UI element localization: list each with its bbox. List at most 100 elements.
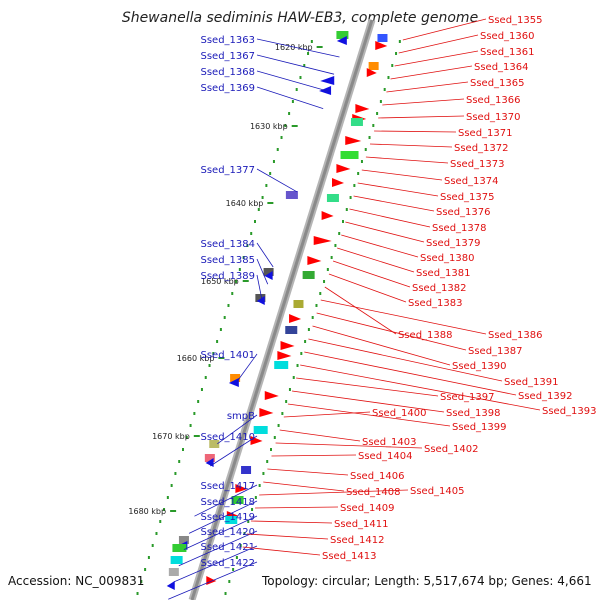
tick-dot-right [266,460,269,463]
genome-title: Shewanella sediminis HAW-EB3, complete g… [121,10,479,26]
tick-dot-left [299,76,302,79]
right-leader-line [275,442,423,449]
forward-gene-arrow [264,391,279,400]
right-leader-line [283,411,371,418]
left-gene-label: Ssed_1418 [200,497,255,508]
right-gene-label: Ssed_1381 [416,268,471,279]
tick-dot-left [208,364,211,367]
right-leader-line [341,234,419,258]
right-leader-line [328,273,407,303]
forward-gene-arrow [289,314,302,323]
tick-dot-right [288,388,291,391]
left-leader-line [256,258,269,285]
reverse-gene-block [263,268,274,276]
left-gene-label: smpB [227,411,255,422]
left-gene-label: Ssed_1369 [200,83,255,94]
tick-dot-right [334,244,337,247]
right-leader-line [353,195,435,212]
tick-dot-left [200,388,203,391]
right-gene-label: Ssed_1379 [426,238,481,249]
tick-dot-left [307,52,310,55]
reverse-gene-arrow [336,36,347,45]
tick-dot-right [379,100,382,103]
kbp-tick-mark [242,280,249,282]
tick-dot-left [212,352,215,355]
right-gene-label: Ssed_1413 [322,551,377,562]
tick-dot-left [291,100,294,103]
tick-dot-right [364,148,367,151]
forward-gene-arrow [313,236,332,245]
forward-gene-arrow [355,104,370,113]
right-leader-line [345,221,425,243]
tick-dot-right [315,304,318,307]
left-gene-label: Ssed_1417 [200,481,255,492]
left-gene-label: Ssed_1419 [200,512,255,523]
kbp-tick-mark [291,125,298,127]
right-leader-line [378,115,465,119]
left-gene-label: Ssed_1410 [200,432,255,443]
forward-gene-arrow [375,41,388,50]
tick-dot-left [288,112,291,115]
right-leader-line [324,286,397,335]
tick-dot-right [247,520,250,523]
right-gene-label: Ssed_1390 [452,361,507,372]
right-leader-line [316,312,467,351]
tick-dot-left [159,520,162,523]
kbp-tick-label: 1630 kbp [250,122,288,131]
right-gene-label: Ssed_1378 [432,223,487,234]
left-gene-label: Ssed_1384 [200,239,255,250]
left-leader-line [256,38,340,58]
right-gene-label: Ssed_1391 [504,377,559,388]
left-leader-line [217,414,258,445]
right-gene-label: Ssed_1406 [350,471,405,482]
left-leader-line [256,86,324,109]
tick-dot-right [251,508,254,511]
tick-dot-left [197,400,200,403]
right-leader-line [242,546,321,556]
reverse-gene-arrow [166,581,175,590]
right-gene-label: Ssed_1383 [408,298,463,309]
tick-dot-right [387,76,390,79]
tick-dot-right [273,436,276,439]
right-leader-line [263,481,345,492]
right-gene-label: Ssed_1412 [330,535,385,546]
tick-dot-left [144,568,147,571]
tick-dot-left [265,184,268,187]
right-gene-label: Ssed_1393 [542,406,597,417]
reverse-gene-arrow [228,378,239,387]
forward-gene-arrow [366,68,377,77]
left-leader-line [256,242,274,268]
right-leader-line [291,390,445,413]
right-gene-label: Ssed_1405 [410,486,465,497]
forward-gene-arrow [336,164,351,173]
right-leader-line [402,18,487,41]
right-leader-line [382,98,465,106]
forward-gene-arrow [307,256,322,265]
right-gene-label: Ssed_1409 [340,503,395,514]
kbp-tick-label: 1620 kbp [275,43,313,52]
tick-dot-left [276,148,279,151]
right-gene-label: Ssed_1399 [452,422,507,433]
tick-dot-right [383,88,386,91]
right-gene-label: Ssed_1404 [358,451,413,462]
reverse-gene-block [178,536,189,544]
left-gene-label: Ssed_1385 [200,255,255,266]
tick-dot-right [277,424,280,427]
tick-dot-right [235,556,238,559]
left-leader-line [256,274,263,302]
tick-dot-right [376,112,379,115]
tick-dot-left [257,208,260,211]
tick-dot-left [280,136,283,139]
right-leader-line [357,182,439,197]
left-leader-line [256,168,298,193]
tick-dot-right [330,256,333,259]
kbp-tick-label: 1670 kbp [152,432,190,441]
left-leader-line [236,353,258,382]
forward-gene-block [350,118,363,126]
left-leader-line [194,484,258,517]
right-leader-line [267,468,349,476]
right-leader-line [296,377,439,397]
tick-dot-left [284,124,287,127]
kbp-tick-mark [193,435,200,437]
